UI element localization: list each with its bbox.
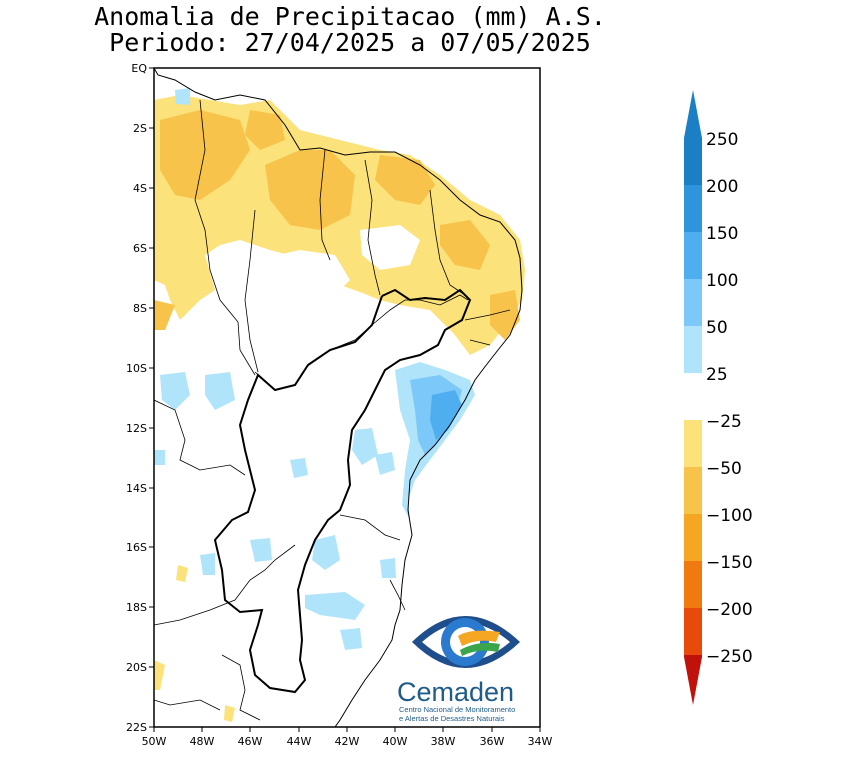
y-tick-22s: 22S: [126, 721, 147, 734]
colorbar-label-m150: −150: [706, 553, 753, 573]
colorbar-label-200: 200: [706, 177, 738, 197]
colorbar-label-100: 100: [706, 271, 738, 291]
colorbar-segment-150: [684, 232, 702, 279]
map-period: Periodo: 27/04/2025 a 07/05/2025: [109, 28, 591, 57]
y-tick-14s: 14S: [126, 482, 147, 495]
x-tick-labels: 50W 48W 46W 44W 42W 40W 38W 36W 34W: [142, 735, 553, 748]
colorbar-bottom-arrow: [684, 657, 702, 705]
coastline: [154, 68, 523, 727]
x-tick-44w: 44W: [287, 735, 312, 748]
y-tick-16s: 16S: [126, 541, 147, 554]
y-tick-8s: 8S: [133, 302, 147, 315]
colorbar-segment-m150: [684, 561, 702, 608]
colorbar-segment-m250: [684, 655, 702, 657]
y-tick-20s: 20S: [126, 661, 147, 674]
colorbar: 250 200 150 100 50 25 −25 −50 −100 −150 …: [684, 90, 753, 705]
map-title: Anomalia de Precipitacao (mm) A.S.: [94, 2, 606, 31]
colorbar-label-150: 150: [706, 224, 738, 244]
cemaden-logo: Cemaden Centro Nacional de Monitoramento…: [397, 616, 520, 723]
x-tick-46w: 46W: [238, 735, 263, 748]
logo-line2: e Alertas de Desastres Naturais: [399, 714, 505, 723]
colorbar-label-m250: −250: [706, 647, 753, 667]
y-tick-2s: 2S: [133, 122, 147, 135]
colorbar-segment-100: [684, 279, 702, 326]
y-tick-18s: 18S: [126, 601, 147, 614]
colorbar-top-arrow: [684, 90, 702, 138]
y-tick-labels: EQ 2S 4S 6S 8S 10S 12S 14S 16S 18S 20S 2…: [126, 62, 147, 734]
x-tick-48w: 48W: [190, 735, 215, 748]
logo-name: Cemaden: [397, 677, 514, 707]
y-tick-eq: EQ: [131, 62, 147, 75]
x-tick-marks: [153, 727, 541, 732]
colorbar-label-m200: −200: [706, 600, 753, 620]
colorbar-segment-m25: [684, 420, 702, 467]
colorbar-segment-50: [684, 326, 702, 373]
colorbar-segment-m100: [684, 514, 702, 561]
colorbar-segment-250: [684, 138, 702, 185]
colorbar-segment-m50: [684, 467, 702, 514]
y-tick-4s: 4S: [133, 182, 147, 195]
colorbar-label-m50: −50: [706, 459, 742, 479]
y-tick-marks: [149, 67, 154, 728]
logo-line1: Centro Nacional de Monitoramento: [399, 705, 515, 714]
x-tick-42w: 42W: [335, 735, 360, 748]
x-tick-38w: 38W: [431, 735, 456, 748]
region-border: [213, 288, 472, 694]
colorbar-label-250: 250: [706, 130, 738, 150]
colorbar-label-25: 25: [706, 365, 728, 385]
negative-anomaly-areas: [154, 95, 525, 722]
y-tick-10s: 10S: [126, 362, 147, 375]
y-tick-12s: 12S: [126, 422, 147, 435]
x-tick-36w: 36W: [480, 735, 505, 748]
colorbar-label-m100: −100: [706, 506, 753, 526]
colorbar-label-50: 50: [706, 318, 728, 338]
colorbar-segment-neutral: [684, 373, 702, 420]
x-tick-50w: 50W: [142, 735, 167, 748]
colorbar-segment-200: [684, 185, 702, 232]
x-tick-34w: 34W: [528, 735, 553, 748]
x-tick-40w: 40W: [383, 735, 408, 748]
colorbar-label-m25: −25: [706, 412, 742, 432]
y-tick-6s: 6S: [133, 242, 147, 255]
positive-anomaly-areas: [154, 88, 475, 650]
colorbar-segment-m200: [684, 608, 702, 655]
